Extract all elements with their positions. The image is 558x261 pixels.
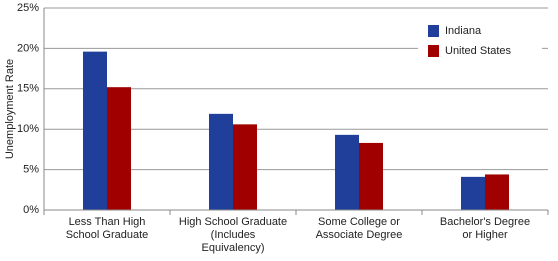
y-tick-label: 15%	[17, 83, 39, 95]
y-tick-label: 5%	[23, 164, 39, 176]
y-tick-label: 25%	[17, 2, 39, 14]
y-tick-label: 20%	[17, 42, 39, 54]
bar	[233, 124, 257, 210]
x-tick-label: Bachelor's Degree or Higher	[439, 216, 531, 241]
x-tick-label: Less Than High School Graduate	[65, 216, 149, 241]
bar	[359, 142, 383, 210]
bar	[107, 87, 131, 210]
x-tick-label: High School Graduate (Includes Equivalen…	[178, 216, 288, 254]
legend-swatch	[428, 45, 439, 57]
bar	[83, 51, 107, 210]
legend-label: United States	[445, 45, 512, 57]
y-tick-label: 0%	[23, 204, 39, 216]
bar	[485, 174, 509, 210]
bar	[335, 134, 359, 210]
x-tick-label: Some College or Associate Degree	[315, 216, 403, 241]
legend-label: Indiana	[445, 25, 482, 37]
bar	[461, 176, 485, 210]
y-axis-title: Unemployment Rate	[4, 59, 16, 159]
bar	[209, 113, 233, 210]
legend-swatch	[428, 25, 439, 37]
y-tick-label: 10%	[17, 123, 39, 135]
